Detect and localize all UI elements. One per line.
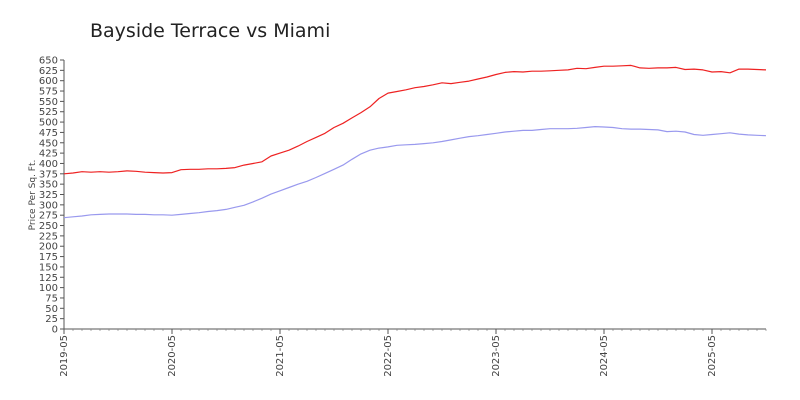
y-tick-label: 275 [39, 211, 58, 222]
y-tick-label: 50 [45, 304, 58, 315]
x-axis-ticks: 2019-05 2020-05 2021-05 2022-05 2023-05 2024-… [59, 329, 767, 377]
x-tick-label: 2024-05 [599, 335, 610, 377]
x-tick-label: 2025-05 [707, 335, 718, 377]
y-tick-label: 625 [39, 66, 58, 77]
y-tick-label: 350 [39, 180, 58, 191]
y-tick-label: 0 [52, 325, 58, 336]
y-tick-label: 300 [39, 200, 58, 211]
y-tick-label: 600 [39, 76, 58, 87]
y-tick-label: 450 [39, 138, 58, 149]
y-tick-label: 525 [39, 107, 58, 118]
x-tick-label: 2022-05 [383, 335, 394, 377]
y-tick-label: 475 [39, 128, 58, 139]
y-tick-label: 25 [45, 314, 58, 325]
y-tick-label: 400 [39, 159, 58, 170]
y-tick-label: 75 [45, 293, 58, 304]
series-line-2 [63, 125, 767, 219]
y-axis-ticks: 0255075100125150175200225250275300325350… [39, 56, 64, 336]
y-tick-label: 175 [39, 252, 58, 263]
series-line-1 [63, 64, 767, 175]
y-tick-label: 125 [39, 273, 58, 284]
y-tick-label: 250 [39, 221, 58, 232]
x-tick-label: 2023-05 [491, 335, 502, 377]
y-tick-label: 500 [39, 118, 58, 129]
y-tick-label: 550 [39, 97, 58, 108]
y-tick-label: 325 [39, 190, 58, 201]
y-tick-label: 225 [39, 231, 58, 242]
y-tick-label: 375 [39, 169, 58, 180]
y-tick-label: 650 [39, 56, 58, 67]
x-tick-label: 2020-05 [167, 335, 178, 377]
series-layer [63, 64, 767, 219]
y-tick-label: 100 [39, 283, 58, 294]
y-tick-label: 575 [39, 87, 58, 98]
y-tick-label: 200 [39, 242, 58, 253]
x-tick-label: 2019-05 [59, 335, 70, 377]
chart-title: Bayside Terrace vs Miami [90, 20, 330, 42]
y-tick-label: 425 [39, 149, 58, 160]
x-tick-label: 2021-05 [275, 335, 286, 377]
y-axis-label: Price Per Sq. Ft. [28, 160, 38, 231]
y-tick-label: 150 [39, 262, 58, 273]
